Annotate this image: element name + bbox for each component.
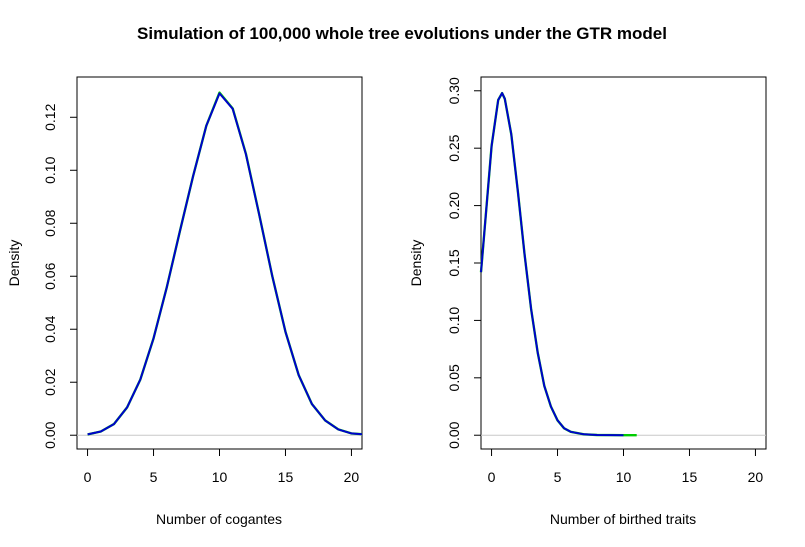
- panel-cogantes: Number of cogantes Density 0 5 10 15 200.000…: [6, 76, 363, 527]
- series-group: [87, 91, 363, 436]
- y-tick-label: 0.05: [446, 364, 462, 391]
- x-axis-label: Number of cogantes: [156, 511, 282, 527]
- x-tick-label: 0: [488, 469, 496, 485]
- x-tick-label: 20: [344, 469, 360, 485]
- figure-title: Simulation of 100,000 whole tree evoluti…: [137, 24, 667, 43]
- y-tick-label: 0.30: [446, 77, 462, 104]
- y-tick-label: 0.08: [42, 209, 58, 236]
- x-tick-label: 10: [212, 469, 228, 485]
- series-line-expected: [480, 92, 624, 437]
- series-group: [479, 91, 637, 437]
- x-tick-label: 20: [748, 469, 764, 485]
- y-tick-label: 0.06: [42, 262, 58, 289]
- y-tick-label: 0.00: [446, 421, 462, 448]
- y-tick-label: 0.15: [446, 249, 462, 276]
- y-axis-label: Density: [6, 240, 22, 287]
- panel-birthed-traits: Number of birthed traits Density 0 5 10 15 2…: [408, 76, 767, 527]
- x-tick-label: 0: [84, 469, 92, 485]
- x-tick-label: 5: [150, 469, 158, 485]
- y-tick-label: 0.25: [446, 134, 462, 161]
- y-axis-label: Density: [408, 240, 424, 287]
- y-tick-label: 0.12: [42, 103, 58, 130]
- x-tick-label: 15: [278, 469, 294, 485]
- x-tick-label: 15: [682, 469, 698, 485]
- axis-ticks: 0 5 10 15 20 0.00 0.05 0.10 0.15 0.20 0.25 0.30: [446, 77, 763, 485]
- x-axis-label: Number of birthed traits: [550, 511, 696, 527]
- y-tick-label: 0.20: [446, 192, 462, 219]
- y-tick-label: 0.04: [42, 315, 58, 342]
- y-tick-label: 0.10: [446, 307, 462, 334]
- x-tick-label: 10: [616, 469, 632, 485]
- series-line-expected: [87, 92, 363, 436]
- y-tick-label: 0.10: [42, 156, 58, 183]
- x-tick-label: 5: [554, 469, 562, 485]
- y-tick-label: 0.02: [42, 368, 58, 395]
- y-tick-label: 0.00: [42, 421, 58, 448]
- axis-ticks: 0 5 10 15 20 0.00 0.02 0.04 0.06 0.08 0.10 0.12: [42, 103, 359, 485]
